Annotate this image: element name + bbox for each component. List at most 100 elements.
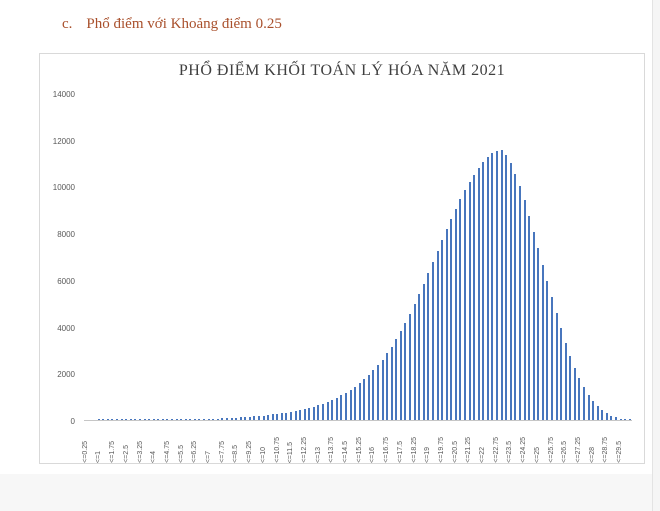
x-tick-label: <=12.25 [300,437,308,463]
bar [377,365,379,420]
bar [583,387,586,420]
bar [564,343,567,420]
x-tick-label: <=13 [314,447,322,463]
bar [280,413,283,420]
y-tick-label: 8000 [57,230,75,240]
bar [615,417,618,420]
y-tick-label: 10000 [52,183,75,193]
x-tick-label: <=16 [369,447,377,463]
bar [399,331,402,420]
bar [509,163,512,420]
bar [198,419,201,420]
bar [175,419,178,420]
bar [601,410,604,420]
bar [619,419,622,420]
bar [537,248,540,420]
window-right-edge [652,0,660,511]
bar [546,281,549,420]
x-tick-label: <=22.75 [492,437,500,463]
bar [166,419,169,420]
bar [253,416,256,420]
x-tick-label: <=1 [95,450,103,463]
bar [445,229,448,420]
bars [84,94,632,421]
x-tick-label: <=13.75 [328,437,336,463]
x-tick-label: <=1.75 [109,441,117,463]
bar [587,395,590,420]
bar [523,200,526,420]
x-tick-label: <=15.25 [355,437,363,463]
bar [422,284,425,420]
bar [271,414,274,420]
bar [518,186,521,420]
bar [628,419,631,420]
bar [134,419,137,420]
bar [262,416,265,420]
section-heading-text: Phổ điểm với Khoảng điểm 0.25 [86,16,282,32]
x-tick-label: <=27.25 [574,437,582,463]
bar [303,409,306,420]
bar [267,415,270,420]
bar [441,240,444,420]
chart-title: PHỔ ĐIỂM KHỐI TOÁN LÝ HÓA NĂM 2021 [178,62,506,79]
bar [390,347,393,420]
bar [285,413,288,420]
bar [331,400,334,420]
x-tick-label: <=22 [479,447,487,463]
chart-container: PHỔ ĐIỂM KHỐI TOÁN LÝ HÓA NĂM 2021 0 2000… [39,53,645,464]
bar [157,419,160,420]
bar [170,419,173,420]
x-tick-label: <=0.25 [81,441,89,463]
bar [248,417,251,420]
bar [184,419,187,420]
x-tick-label: <=24.25 [520,437,528,463]
bar [216,419,219,420]
bar [294,411,297,420]
plot-area [84,94,632,421]
x-tick-label: <=2.5 [122,445,130,463]
bar [212,419,215,420]
x-tick-label: <=25 [533,447,541,463]
x-tick-label: <=3.25 [136,441,144,463]
x-axis-labels: <=0.25 <=1 <=1.75 <=2.5 <=3.25 <=4 <=4.75 <=5.5… [81,425,632,463]
bar [299,410,302,420]
bar [358,383,361,420]
bar [372,370,375,420]
x-tick-label: <=18.25 [410,437,418,463]
x-tick-label: <=11.5 [287,441,295,463]
section-heading: c. Phổ điểm với Khoảng điểm 0.25 [62,16,282,33]
y-tick-label: 14000 [52,90,75,99]
bar [326,402,329,420]
bar [349,390,352,420]
x-tick-label: <=16.75 [383,437,391,463]
bar [125,419,128,420]
bar [560,328,563,420]
bar [312,407,315,420]
bar [473,175,476,420]
bar [290,412,293,420]
bar [482,162,485,420]
bar [605,413,608,420]
bar [363,379,366,420]
bar [143,419,146,420]
bar [138,419,141,420]
bar [413,304,416,420]
x-tick-label: <=25.75 [547,437,555,463]
page-bottom-band [0,474,652,511]
x-tick-label: <=19 [424,447,432,463]
x-tick-label: <=29.5 [616,441,624,463]
bar [463,190,466,420]
bar [335,398,338,420]
bar [578,378,581,420]
bar [102,419,105,420]
bar [573,368,576,420]
bar [496,151,499,420]
bar [491,153,494,420]
bar [161,419,164,420]
bar [569,356,572,420]
bar [221,418,224,420]
bar [596,406,599,420]
bar [592,401,595,420]
bar [129,419,132,420]
bar [468,182,471,420]
